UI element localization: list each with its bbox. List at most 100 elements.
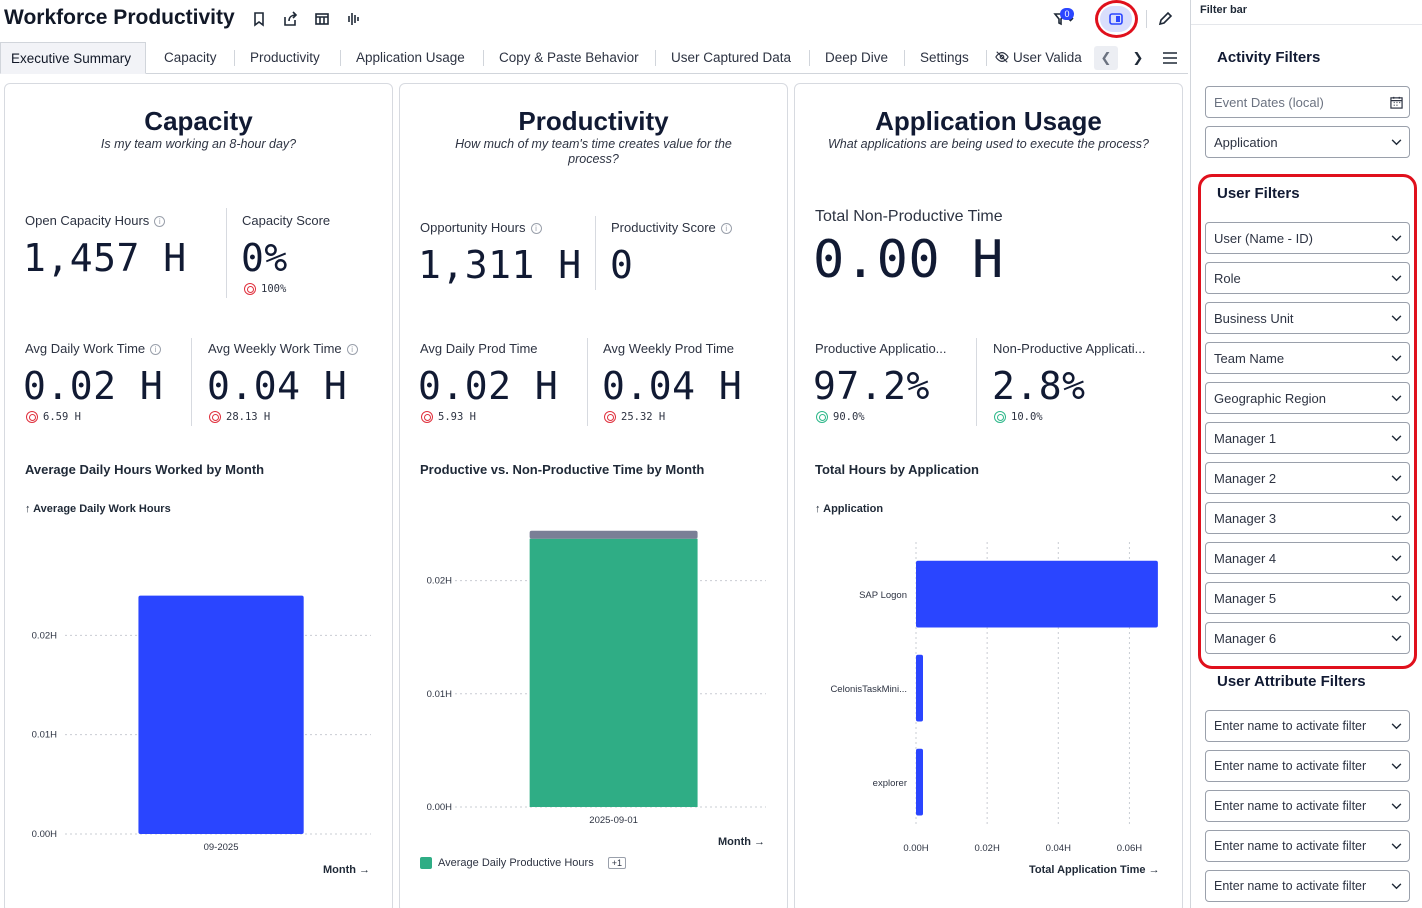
sidebar-toggle-icon [1109,13,1123,25]
y-tick-label: CelonisTaskMini... [830,684,907,695]
kpi-label: Avg Weekly Work Time i [208,341,358,356]
tab-user-captured-data[interactable]: User Captured Data [671,50,792,65]
filter-label: Manager 2 [1214,470,1277,486]
user-filter-select[interactable]: Manager 1 [1205,422,1410,454]
bookmark-icon[interactable] [248,8,270,30]
user-filter-select[interactable]: Manager 4 [1205,542,1410,574]
event-dates-field[interactable]: Event Dates (local) [1205,86,1410,118]
tab-executive-summary[interactable]: Executive Summary [0,42,147,74]
panel-title: Application Usage [875,106,1102,136]
filter-bar: Filter bar Activity Filters Event Dates … [1190,0,1422,908]
chevron-down-icon [1383,514,1409,522]
target-icon [209,411,221,423]
productivity-chart: 0.00H 0.01H 0.02H 2025-09-01 [427,530,766,826]
chevron-down-icon [1383,234,1409,242]
x-tick-label: 0.04H [1046,843,1071,854]
user-filter-select[interactable]: Manager 2 [1205,462,1410,494]
x-tick-label: 0.06H [1117,843,1142,854]
attribute-filter-select[interactable]: Enter name to activate filter [1205,750,1410,782]
user-filter-select[interactable]: Role [1205,262,1410,294]
calendar-icon[interactable] [1383,96,1409,109]
capacity-chart: 0.00H 0.01H 0.02H 09-2025 [32,595,371,853]
attribute-filter-select[interactable]: Enter name to activate filter [1205,870,1410,902]
legend-label: Average Daily Productive Hours [438,857,594,869]
chevron-right-icon[interactable]: ❯ [1132,50,1144,65]
share-icon[interactable] [279,8,301,30]
tab-separator [986,50,987,66]
filter-label: Role [1214,270,1241,286]
user-attribute-filters-title: User Attribute Filters [1217,673,1366,690]
chevron-left-icon[interactable]: ❮ [1094,46,1118,70]
kpi-label: Productivity Score i [611,220,732,235]
target-icon [244,283,256,295]
kpi-label: Open Capacity Hours i [25,213,166,228]
panel-subtitle: What applications are being used to exec… [827,137,1150,151]
info-icon[interactable]: i [150,344,162,355]
y-tick-label: explorer [873,778,907,789]
tab-separator [904,50,905,66]
chart-legend[interactable]: Average Daily Productive Hours +1 [420,857,626,869]
pencil-icon[interactable] [1154,8,1176,30]
user-filter-select[interactable]: Manager 5 [1205,582,1410,614]
tab-user-validation[interactable]: User Valida [995,42,1087,74]
kpi-value: 0% [241,236,288,280]
waveform-icon[interactable] [343,8,365,30]
target-icon [816,411,828,423]
info-icon[interactable]: i [346,344,358,355]
tab-productivity[interactable]: Productivity [250,50,320,65]
chevron-down-icon [1383,474,1409,482]
kpi-target: 5.93 H [421,411,476,423]
attribute-filter-select[interactable]: Enter name to activate filter [1205,710,1410,742]
attribute-filter-select[interactable]: Enter name to activate filter [1205,790,1410,822]
tab-separator [483,50,484,66]
user-filter-select[interactable]: Manager 3 [1205,502,1410,534]
y-tick-label: 0.01H [32,730,57,741]
chevron-down-icon [1383,882,1409,890]
application-chart: 0.00H 0.02H 0.04H 0.06H SAP Logon CelonisTask… [830,542,1158,854]
tabs-bar: Executive Summary Capacity Productivity … [0,42,1188,74]
user-filter-select[interactable]: Manager 6 [1205,622,1410,654]
header-divider [1146,10,1147,28]
bar [916,654,923,722]
field-placeholder: Event Dates (local) [1214,94,1324,110]
application-filter[interactable]: Application [1205,126,1410,158]
kpi-target: 90.0% [816,411,865,423]
kpi-label: Opportunity Hours i [420,220,542,235]
capacity-panel: Capacity Is my team working an 8-hour da… [4,83,393,908]
attribute-filter-select[interactable]: Enter name to activate filter [1205,830,1410,862]
info-icon[interactable]: i [720,223,732,234]
filter-label: Manager 1 [1214,430,1277,446]
tab-capacity[interactable]: Capacity [164,50,217,65]
application-usage-panel: Application Usage What applications are … [794,83,1183,908]
filter-label: Manager 3 [1214,510,1277,526]
calendar-table-icon[interactable] [311,8,333,30]
chevron-down-icon [1383,434,1409,442]
app-title: Workforce Productivity [4,6,235,29]
divider [587,338,588,426]
tab-deep-dive[interactable]: Deep Dive [825,50,889,65]
hamburger-menu-icon[interactable] [1158,46,1182,70]
filter-placeholder: Enter name to activate filter [1214,798,1367,813]
user-filter-select[interactable]: Team Name [1205,342,1410,374]
chevron-down-icon [1383,274,1409,282]
tab-settings[interactable]: Settings [920,50,969,65]
kpi-value: 97.2% [813,364,930,408]
bar [138,595,304,834]
info-icon[interactable]: i [154,216,166,227]
bar-segment [529,530,698,539]
tab-copy-paste-behavior[interactable]: Copy & Paste Behavior [499,50,639,65]
kpi-value: 2.8% [992,364,1086,408]
toggle-filter-bar-button[interactable] [1100,6,1132,32]
chevron-down-icon [1383,394,1409,402]
user-filters-title: User Filters [1217,185,1300,202]
user-filter-select[interactable]: User (Name - ID) [1205,222,1410,254]
kpi-target: 25.32 H [604,411,665,423]
x-axis-label: Total Application Time → [1029,864,1160,876]
user-filter-select[interactable]: Geographic Region [1205,382,1410,414]
legend-more-badge[interactable]: +1 [607,857,626,869]
chevron-down-icon [1383,634,1409,642]
x-tick-label: 0.02H [974,843,999,854]
info-icon[interactable]: i [530,223,542,234]
user-filter-select[interactable]: Business Unit [1205,302,1410,334]
tab-application-usage[interactable]: Application Usage [356,50,465,65]
